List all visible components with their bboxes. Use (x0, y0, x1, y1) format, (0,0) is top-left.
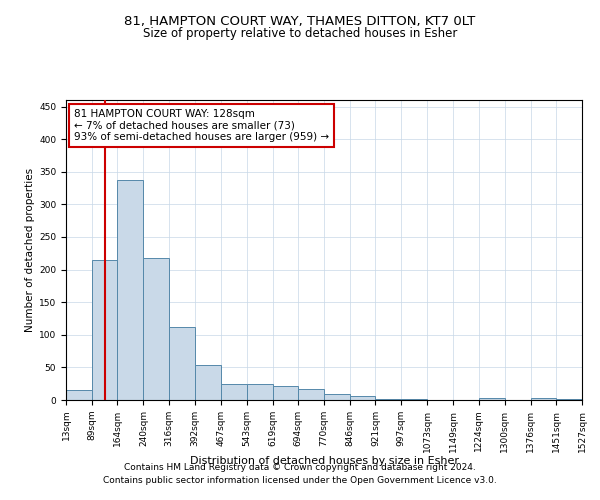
Y-axis label: Number of detached properties: Number of detached properties (25, 168, 35, 332)
Bar (169, 327, 195, 400)
Bar (92, 260, 118, 400)
Bar (221, 384, 247, 400)
Bar (324, 394, 350, 400)
Bar (556, 398, 582, 400)
Bar (118, 180, 143, 400)
Bar (350, 396, 376, 400)
Bar (195, 366, 221, 400)
Bar (272, 386, 298, 400)
Bar (247, 384, 272, 400)
Bar (376, 398, 401, 400)
Bar (530, 398, 556, 400)
Text: Size of property relative to detached houses in Esher: Size of property relative to detached ho… (143, 28, 457, 40)
X-axis label: Distribution of detached houses by size in Esher: Distribution of detached houses by size … (190, 456, 458, 466)
Bar (66, 390, 92, 400)
Bar (298, 389, 324, 400)
Text: Contains public sector information licensed under the Open Government Licence v3: Contains public sector information licen… (103, 476, 497, 485)
Text: 81 HAMPTON COURT WAY: 128sqm
← 7% of detached houses are smaller (73)
93% of sem: 81 HAMPTON COURT WAY: 128sqm ← 7% of det… (74, 109, 329, 142)
Text: 81, HAMPTON COURT WAY, THAMES DITTON, KT7 0LT: 81, HAMPTON COURT WAY, THAMES DITTON, KT… (124, 15, 476, 28)
Bar (479, 398, 505, 400)
Text: Contains HM Land Registry data © Crown copyright and database right 2024.: Contains HM Land Registry data © Crown c… (124, 464, 476, 472)
Bar (143, 258, 169, 400)
